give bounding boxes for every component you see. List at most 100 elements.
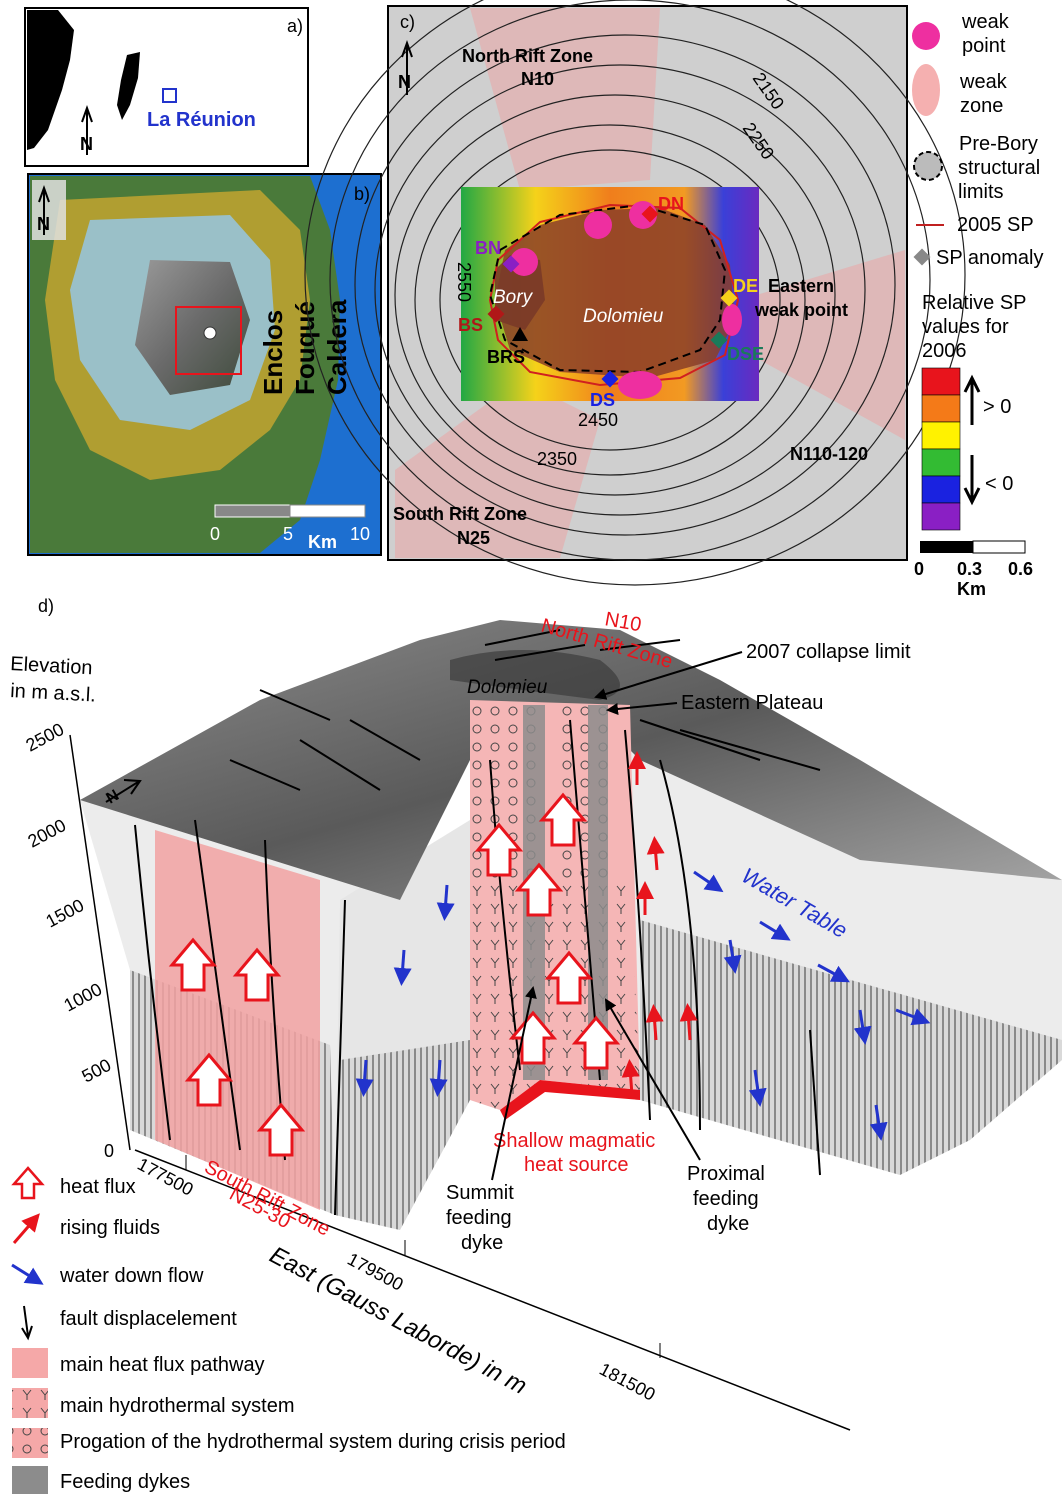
elevation-tick: 2000 [24,815,69,851]
summit-dyke-label: Summit [446,1182,514,1204]
svg-text:Feeding dykes: Feeding dykes [60,1471,190,1493]
proximal-dyke-label: Proximal [687,1163,765,1185]
weak-zone-swatch [912,64,940,116]
svg-text:10: 10 [350,524,370,544]
svg-text:2450: 2450 [578,410,618,430]
svg-text:Km: Km [308,532,337,552]
svg-text:BN: BN [475,238,501,258]
svg-text:0: 0 [914,559,924,579]
svg-text:N: N [398,72,411,92]
summit-dyke-label-3: dyke [461,1232,503,1254]
svg-text:main hydrothermal system: main hydrothermal system [60,1395,295,1417]
panel-c: c) N North Rift Zone N10 South Rift Zone… [304,0,966,586]
svg-text:rising fluids: rising fluids [60,1217,160,1239]
north-arrow-icon: N [398,40,413,95]
svg-text:< 0: < 0 [985,473,1013,495]
water-flow-arrows [355,870,931,1141]
heat-flux-icon [11,1166,45,1200]
dolomieu-crater [495,208,735,378]
svg-text:structural: structural [958,157,1040,179]
svg-text:Progation of the hydrothermal: Progation of the hydrothermal system dur… [60,1431,566,1453]
down-arrow-icon [963,455,981,506]
south-rift-zone [395,380,600,558]
south-rift-trend: N25 [457,528,490,548]
anomaly-labels: DN BN BS BRS DE DSE DS [458,194,764,410]
north-rift-zone [470,8,660,190]
heat-flux-arrows [168,792,621,1157]
sp-2005-outline [488,203,740,387]
water-flow-icon [11,1263,44,1285]
svg-text:2006: 2006 [922,340,967,362]
east-axis-label: East (Gauss Laborde) in m [265,1241,531,1399]
sp-anomaly-swatch [913,248,931,266]
svg-text:Caldera: Caldera [322,299,352,395]
shallow-label-2: heat source [524,1154,629,1176]
svg-text:weak: weak [961,11,1010,33]
svg-text:SP anomaly: SP anomaly [936,247,1043,269]
reunion-locator [162,88,177,103]
sp-color-swatch [921,448,961,477]
panel-b: N b) Enclos Fouqué Caldera 0 5 10 Km [27,173,382,556]
svg-text:limits: limits [958,181,1004,203]
eastern-label: Eastern [768,276,834,296]
svg-text:DS: DS [590,390,615,410]
svg-text:water down flow: water down flow [59,1265,204,1287]
svg-text:0.3: 0.3 [957,559,982,579]
svg-text:zone: zone [960,95,1003,117]
svg-text:heat flux: heat flux [60,1176,136,1198]
svg-text:BS: BS [458,315,483,335]
svg-text:main heat flux pathway: main heat flux pathway [60,1354,265,1376]
sp-anomaly-markers [487,205,738,388]
svg-text:> 0: > 0 [983,396,1011,418]
hydrothermal-zone [470,880,640,1110]
dolomieu-label: Dolomieu [583,306,664,327]
legend-d: heat flux rising fluids water down flow … [11,1166,566,1494]
elevation-tick: 1500 [42,895,87,931]
africa-coast [27,10,74,150]
fault-icon [21,1305,33,1341]
plateau-label: Eastern Plateau [681,692,823,714]
svg-text:2550: 2550 [454,262,474,302]
panel-c-label: c) [400,12,415,32]
svg-text:Km: Km [957,579,986,599]
eastern-label-2: weak point [754,300,848,320]
pathway-swatch [12,1348,48,1378]
panel-a-label: a) [287,16,303,36]
summit-dyke-label-2: feeding [446,1207,512,1229]
svg-text:2005 SP: 2005 SP [957,214,1034,236]
svg-text:0: 0 [210,524,220,544]
rising-fluid-icon [12,1213,40,1244]
collapse-label: 2007 collapse limit [746,641,911,663]
svg-text:fault displacelement: fault displacelement [60,1308,237,1330]
svg-text:BRS: BRS [487,347,525,367]
svg-text:0.6: 0.6 [1008,559,1033,579]
east-tick-3: 181500 [596,1359,658,1405]
sp-color-swatch [921,394,961,423]
east-tick-1: 177500 [134,1154,196,1200]
svg-text:DSE: DSE [727,344,764,364]
panel-c-scale: 0 0.3 0.6 Km [914,540,1033,599]
svg-text:DE: DE [733,276,758,296]
prebory-limits [488,203,727,374]
magmatic-heat-source [500,1080,640,1120]
eastern-weak-zone [740,250,905,440]
elevation-tick: 2500 [22,719,67,755]
study-area-box [175,306,242,375]
contour-lines [304,0,966,586]
sp-color-swatch [921,367,961,396]
caldera-label: Enclos Fouqué Caldera [258,299,352,395]
svg-text:5: 5 [283,524,293,544]
block-top-surface [80,620,1062,900]
reunion-label: La Réunion [147,109,256,131]
dyke-swatch [12,1466,48,1494]
bory-crater [495,255,545,330]
elevation-label: Elevation [10,653,93,679]
south-rift-label: South Rift Zone [393,504,527,524]
north-arrow-icon: N [80,105,93,155]
up-arrow-icon [963,374,981,425]
propagation-zone [470,700,540,880]
svg-text:Enclos: Enclos [258,310,288,395]
south-rift-pathway [155,830,320,1210]
panel-d-label: d) [38,596,54,616]
